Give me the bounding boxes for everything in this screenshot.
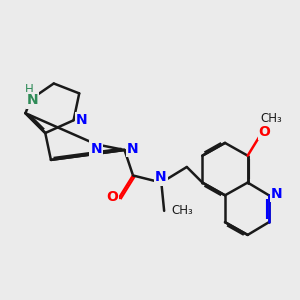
- Text: N: N: [271, 187, 283, 201]
- Text: CH₃: CH₃: [171, 204, 193, 218]
- Text: CH₃: CH₃: [261, 112, 283, 125]
- Text: N: N: [127, 142, 138, 156]
- Text: N: N: [27, 94, 38, 107]
- Text: N: N: [155, 170, 167, 184]
- Text: H: H: [25, 83, 34, 96]
- Text: O: O: [259, 124, 271, 139]
- Text: N: N: [76, 113, 87, 127]
- Text: N: N: [90, 142, 102, 156]
- Text: O: O: [106, 190, 118, 204]
